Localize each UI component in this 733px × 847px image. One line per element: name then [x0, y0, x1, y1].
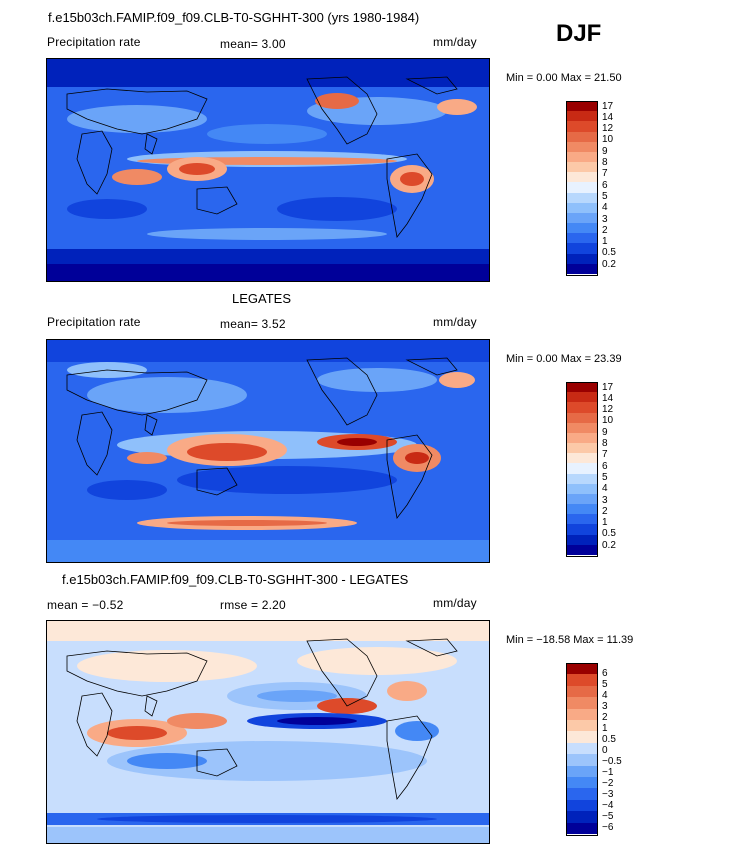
panel1-map	[46, 58, 490, 282]
colorbar-tick-label: 5	[602, 191, 608, 202]
colorbar-tick-label: 0.5	[602, 247, 616, 258]
colorbar-tick-label: 0.5	[602, 528, 616, 539]
panel1-title: f.e15b03ch.FAMIP.f09_f09.CLB-T0-SGHHT-30…	[48, 10, 420, 25]
colorbar-tick-label: 0.2	[602, 540, 616, 551]
panel3-map	[46, 620, 490, 844]
colorbar-tick-label: 10	[602, 134, 614, 145]
colorbar-tick-label: 1	[602, 723, 608, 734]
panel2-map	[46, 339, 490, 563]
colorbar-tick-label: 3	[602, 701, 608, 712]
colorbar-tick-label: 7	[602, 449, 608, 460]
panel2-map-field	[47, 340, 489, 562]
colorbar-tick-label: −0.5	[602, 756, 622, 767]
panel2-title: LEGATES	[232, 291, 292, 306]
panel2-variable-label: Precipitation rate	[47, 315, 141, 329]
panel1-map-field	[47, 59, 489, 281]
colorbar-tick-label: 0	[602, 745, 608, 756]
colorbar-tick-label: 12	[602, 404, 614, 415]
panel2-mean: mean= 3.52	[220, 317, 286, 331]
colorbar-tick-label: 6	[602, 180, 608, 191]
panel1-mean: mean= 3.00	[220, 37, 286, 51]
colorbar-tick-label: 1	[602, 236, 608, 247]
colorbar-tick-label: 3	[602, 495, 608, 506]
colorbar-tick-label: −2	[602, 778, 614, 789]
colorbar-tick-label: 2	[602, 225, 608, 236]
colorbar-tick-label: 6	[602, 668, 608, 679]
panel2-minmax: Min = 0.00 Max = 23.39	[506, 353, 622, 365]
colorbar-tick-label: 14	[602, 393, 614, 404]
colorbar-tick-label: −6	[602, 822, 614, 833]
colorbar-tick-label: 8	[602, 438, 608, 449]
colorbar-tick-label: 9	[602, 427, 608, 438]
colorbar-tick-label: 5	[602, 472, 608, 483]
panel3-mean: mean = −0.52	[47, 598, 124, 612]
colorbar-tick-label: 17	[602, 101, 614, 112]
panel1-minmax: Min = 0.00 Max = 21.50	[506, 72, 622, 84]
colorbar-tick-label: −1	[602, 767, 614, 778]
colorbar-tick-label: 4	[602, 483, 608, 494]
colorbar-tick-label: 5	[602, 679, 608, 690]
panel3-map-field	[47, 621, 489, 843]
colorbar-tick-label: 4	[602, 202, 608, 213]
panel2-units: mm/day	[433, 315, 477, 329]
colorbar-tick-label: 0.2	[602, 259, 616, 270]
panel1-units: mm/day	[433, 35, 477, 49]
colorbar-tick-label: 1	[602, 517, 608, 528]
colorbar-tick-label: −3	[602, 789, 614, 800]
colorbar-tick-label: −4	[602, 800, 614, 811]
colorbar-tick-label: 14	[602, 112, 614, 123]
colorbar-tick-label: 6	[602, 461, 608, 472]
colorbar-tick-label: 8	[602, 157, 608, 168]
colorbar-tick-label: 7	[602, 168, 608, 179]
colorbar-tick-label: 3	[602, 214, 608, 225]
panel3-rmse: rmse = 2.20	[220, 598, 286, 612]
colorbar-tick-label: 17	[602, 382, 614, 393]
colorbar-tick-label: 2	[602, 506, 608, 517]
colorbar-tick-label: 4	[602, 690, 608, 701]
season-label: DJF	[556, 20, 602, 47]
colorbar-frame	[566, 663, 598, 836]
colorbar-tick-label: 12	[602, 123, 614, 134]
panel1-variable-label: Precipitation rate	[47, 35, 141, 49]
panel3-units: mm/day	[433, 596, 477, 610]
colorbar-tick-label: 2	[602, 712, 608, 723]
colorbar-tick-label: 10	[602, 415, 614, 426]
colorbar-frame	[566, 382, 598, 557]
panel3-title: f.e15b03ch.FAMIP.f09_f09.CLB-T0-SGHHT-30…	[62, 572, 409, 587]
colorbar-tick-label: −5	[602, 811, 614, 822]
colorbar-tick-label: 0.5	[602, 734, 616, 745]
colorbar-frame	[566, 101, 598, 276]
colorbar-tick-label: 9	[602, 146, 608, 157]
panel3-minmax: Min = −18.58 Max = 11.39	[506, 634, 634, 646]
